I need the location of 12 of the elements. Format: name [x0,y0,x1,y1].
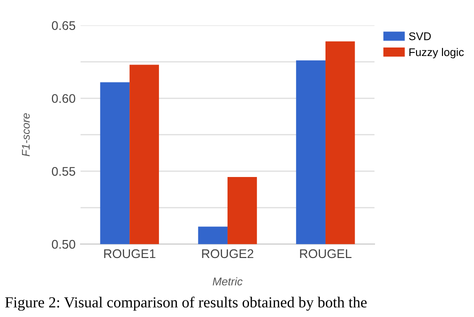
caption: Figure 2: Visual comparison of results obtained by both the [5,296,367,311]
y-axis-title: F1-score [22,113,30,156]
y-tick-label: 0.55 [52,166,76,176]
x-tick-label: ROUGEL [300,249,352,258]
x-tick-label: ROUGE1 [104,249,156,258]
x-axis-title: Metric [212,277,243,286]
x-tick-label: ROUGE2 [202,249,254,258]
legend-label: Fuzzy logic [409,48,464,58]
y-tick-label: 0.50 [52,240,76,249]
y-tick-label: 0.65 [52,21,76,30]
legend-label: SVD [409,32,431,40]
y-tick-label: 0.60 [52,94,76,103]
